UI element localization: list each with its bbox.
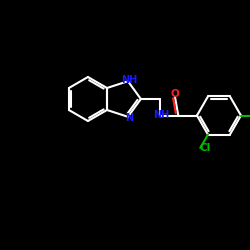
Text: Cl: Cl bbox=[200, 143, 211, 153]
Text: N: N bbox=[125, 113, 133, 123]
Text: NH: NH bbox=[154, 110, 170, 120]
Text: O: O bbox=[170, 89, 179, 99]
Text: NH: NH bbox=[121, 75, 137, 85]
